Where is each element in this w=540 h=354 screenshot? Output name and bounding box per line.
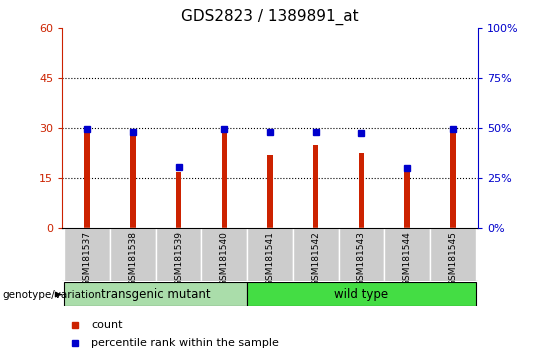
Bar (64, 282, 247, 306)
Bar (64, 228, 110, 281)
Text: GSM181538: GSM181538 (129, 231, 137, 286)
Text: GSM181545: GSM181545 (448, 231, 457, 286)
Bar (359, 153, 364, 228)
Bar (339, 228, 384, 281)
Text: GSM181541: GSM181541 (266, 231, 274, 286)
Text: GDS2823 / 1389891_at: GDS2823 / 1389891_at (181, 9, 359, 25)
Bar (176, 172, 181, 228)
Bar (430, 228, 476, 281)
Bar (84, 130, 90, 228)
Text: GSM181539: GSM181539 (174, 231, 183, 286)
Bar (313, 145, 319, 228)
Bar (247, 228, 293, 281)
Bar (450, 129, 456, 228)
Text: GSM181540: GSM181540 (220, 231, 229, 286)
Text: GSM181543: GSM181543 (357, 231, 366, 286)
Bar (267, 155, 273, 228)
Bar (404, 172, 410, 228)
Bar (130, 133, 136, 228)
Bar (201, 228, 247, 281)
Bar (247, 282, 476, 306)
Text: transgenic mutant: transgenic mutant (101, 288, 211, 301)
Text: GSM181537: GSM181537 (83, 231, 92, 286)
Text: count: count (91, 320, 123, 330)
Bar (110, 228, 156, 281)
Text: genotype/variation: genotype/variation (3, 290, 102, 299)
Text: percentile rank within the sample: percentile rank within the sample (91, 338, 279, 348)
Bar (221, 128, 227, 228)
Text: GSM181542: GSM181542 (311, 231, 320, 286)
Bar (156, 228, 201, 281)
Text: GSM181544: GSM181544 (403, 231, 411, 286)
Text: wild type: wild type (334, 288, 388, 301)
Bar (293, 228, 339, 281)
Bar (384, 228, 430, 281)
